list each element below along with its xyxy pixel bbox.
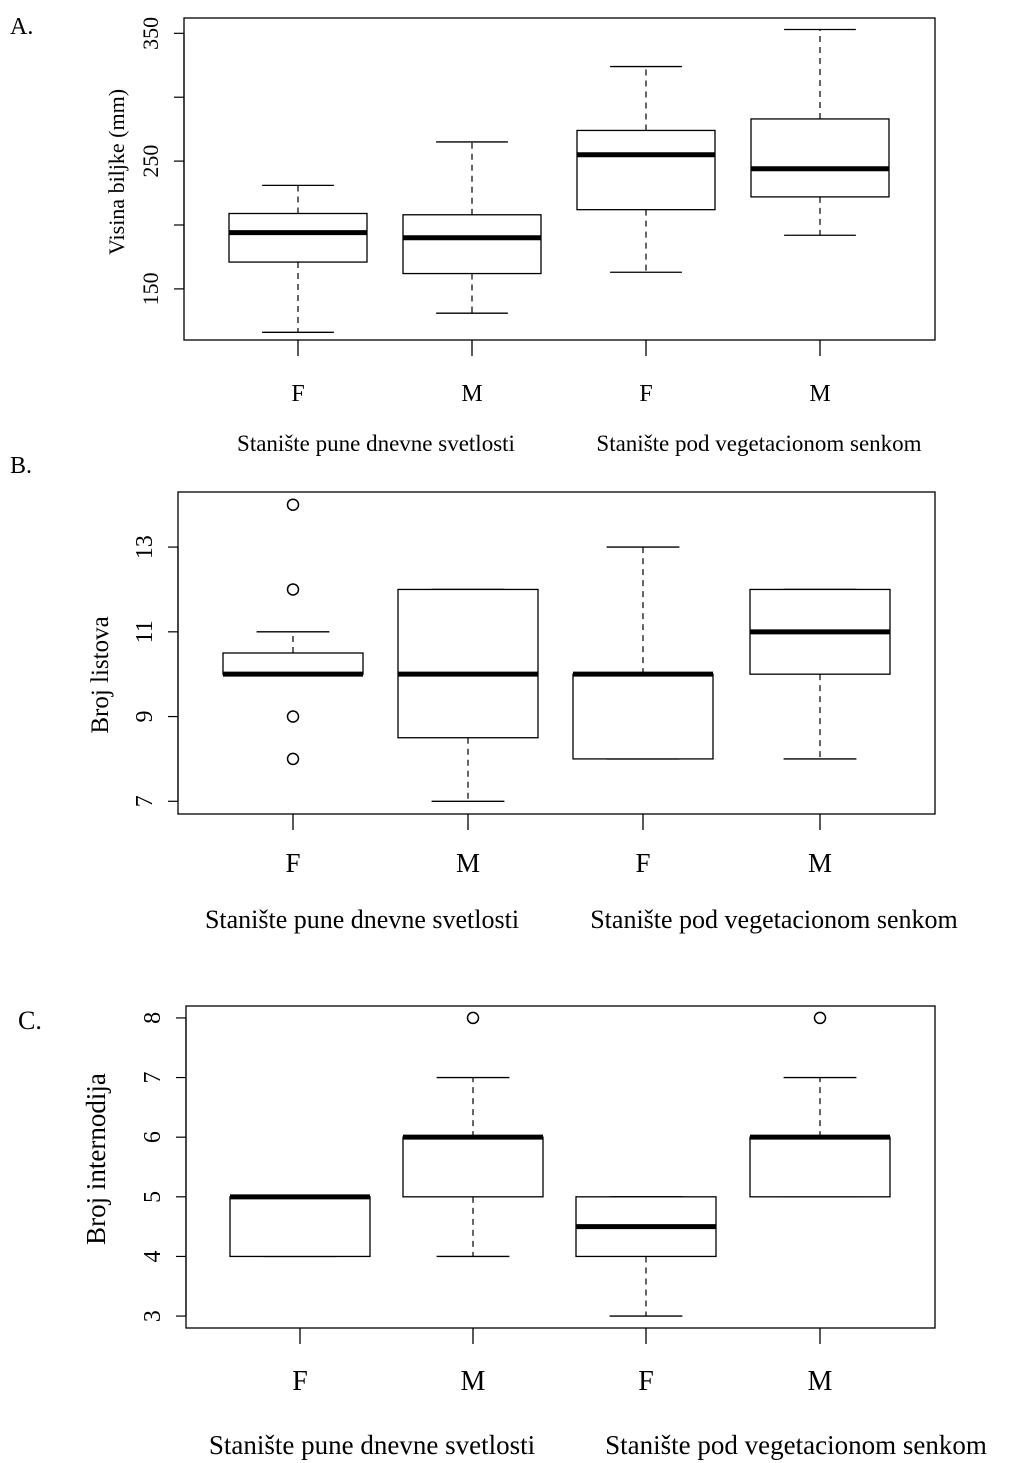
box-iqr: [572, 673, 714, 760]
panel-c-group-label-shade: Stanište pod vegetacionom senkom: [605, 1430, 987, 1460]
outlier-point: [286, 498, 300, 511]
panel-a-group-label-sun: Stanište pune dnevne svetlosti: [237, 431, 515, 456]
box-iqr: [750, 118, 890, 198]
box-iqr: [402, 1136, 544, 1198]
box-iqr: [402, 214, 542, 275]
panel-b-group-label-sun: Stanište pune dnevne svetlosti: [205, 905, 519, 934]
panel-c-box-3: [575, 1196, 717, 1317]
panel-a-y-tick-label: 150: [138, 272, 163, 305]
box-iqr: [228, 212, 368, 263]
outlier-point: [286, 752, 300, 766]
panel-a-y-axis: 150 250 350: [138, 17, 185, 305]
panel-c-y-tick-label: 3: [140, 1310, 166, 1322]
panel-c-y-tick-label: 6: [140, 1131, 166, 1143]
panel-c-x-tick-label: M: [461, 1366, 486, 1397]
panel-a-box-2: [402, 141, 542, 314]
panel-b-x-tick-label: M: [456, 848, 480, 878]
panel-c-y-tick-label: 7: [140, 1072, 166, 1084]
panel-a-y-tick-label: 350: [138, 17, 163, 50]
panel-b-box-4: [749, 588, 891, 760]
panel-b-y-tick-label: 7: [132, 795, 158, 807]
panel-c-y-tick-label: 4: [140, 1250, 166, 1262]
panel-a-box-4: [750, 28, 890, 236]
panel-c-label: C.: [18, 1006, 42, 1035]
panel-c-boxes: [229, 1011, 891, 1317]
panel-b-group-label-shade: Stanište pod vegetacionom senkom: [590, 905, 958, 934]
panel-c-box-2: [402, 1011, 544, 1258]
panel-c-y-axis-label: Broj internodija: [81, 1073, 111, 1245]
panel-c: C. Broj internodija 3 4 5 6 7 8 F M F M Stanište…: [18, 1005, 987, 1460]
panel-b-x-tick-label: M: [808, 848, 832, 878]
panel-c-box-1: [229, 1194, 371, 1258]
outlier-point: [286, 583, 300, 596]
panel-b-y-tick-label: 13: [132, 535, 158, 559]
panel-c-group-label-sun: Stanište pune dnevne svetlosti: [209, 1430, 535, 1460]
panel-a-group-label-shade: Stanište pod vegetacionom senkom: [596, 431, 921, 456]
panel-c-x-tick-label: F: [292, 1366, 308, 1397]
panel-a-y-tick-label: 250: [138, 145, 163, 178]
panel-a-box-3: [576, 65, 716, 273]
panel-b-y-tick-label: 11: [132, 620, 158, 643]
panel-b-x-tick-label: F: [635, 848, 650, 878]
panel-a-label: A.: [10, 14, 33, 40]
panel-a: A. Visina biljke (mm) 150 250 350 F M F M Sta…: [10, 14, 936, 456]
panel-a-x-tick-label: F: [639, 381, 652, 407]
outlier-point: [286, 710, 300, 723]
outlier-point: [813, 1011, 827, 1025]
panel-a-y-axis-label: Visina biljke (mm): [104, 89, 129, 255]
panel-a-x-tick-label: F: [291, 381, 304, 407]
outlier-point: [466, 1011, 480, 1025]
panel-b: B. Broj listova 7 9 11 13 F M F M Stanište pun…: [10, 453, 958, 934]
box-iqr: [397, 588, 539, 739]
panel-a-x-tick-label: M: [809, 381, 830, 407]
panel-c-y-tick-label: 5: [140, 1191, 166, 1203]
panel-c-x-tick-label: F: [638, 1366, 654, 1397]
panel-c-y-tick-label: 8: [140, 1012, 166, 1024]
panel-b-label: B.: [10, 453, 32, 479]
panel-b-box-2: [397, 588, 539, 802]
panel-c-x-tick-label: M: [808, 1366, 833, 1397]
box-iqr: [576, 129, 716, 211]
panel-c-y-axis: 3 4 5 6 7 8: [140, 1012, 187, 1322]
panel-b-x-tick-label: F: [285, 848, 300, 878]
box-iqr: [229, 1196, 371, 1258]
box-iqr: [749, 1136, 891, 1198]
panel-b-boxes: [222, 498, 891, 802]
panel-a-box-1: [228, 184, 368, 333]
panel-a-x-tick-label: M: [461, 381, 482, 407]
panel-b-box-1: [222, 498, 364, 766]
panel-c-box-4: [749, 1011, 891, 1198]
panel-b-box-3: [572, 546, 714, 760]
box-iqr: [222, 652, 364, 675]
panel-b-y-axis: 7 9 11 13: [132, 535, 179, 807]
panel-b-y-axis-label: Broj listova: [87, 616, 114, 733]
panel-b-y-tick-label: 9: [132, 711, 158, 723]
panel-a-boxes: [228, 28, 890, 333]
